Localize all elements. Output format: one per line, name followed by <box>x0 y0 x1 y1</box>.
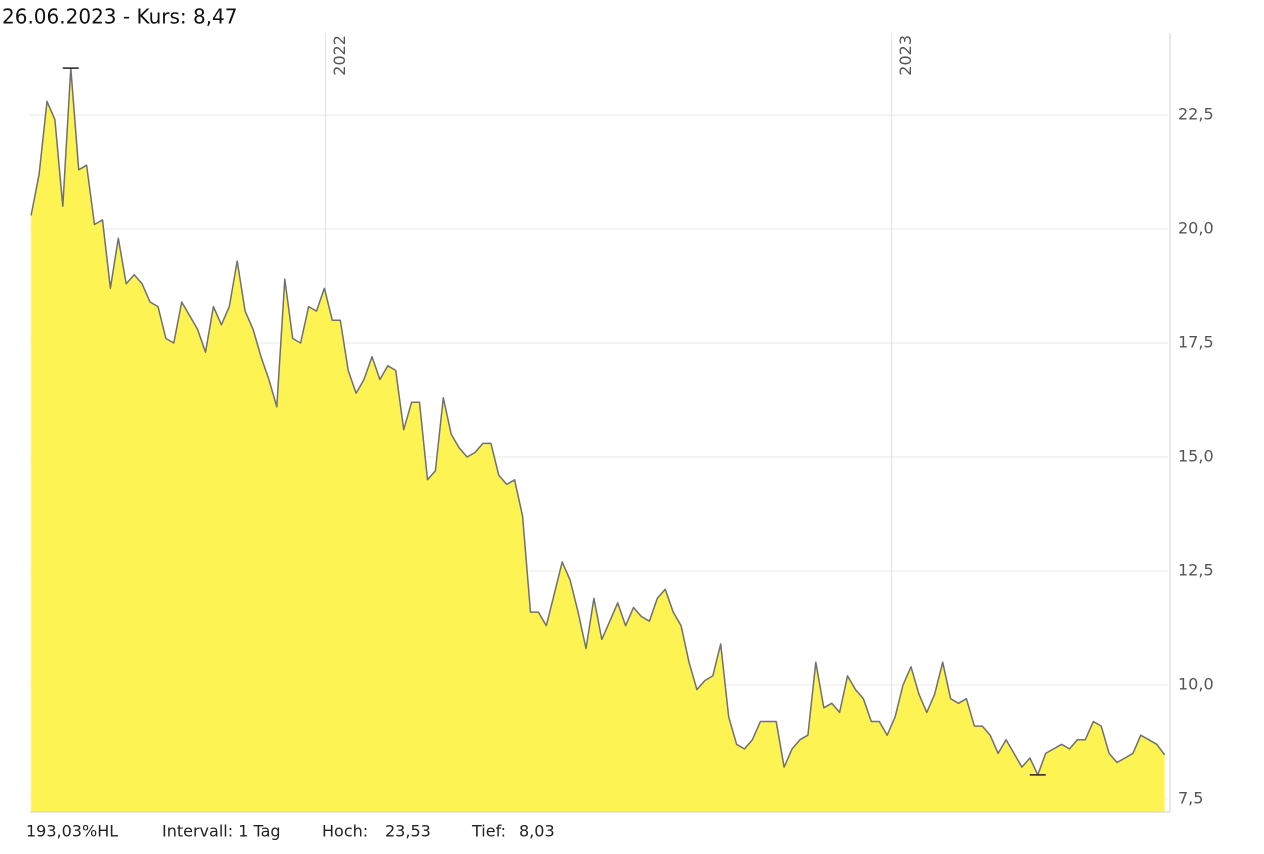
stat-high-value: 23,53 <box>385 822 431 841</box>
y-tick-label: 20,0 <box>1178 219 1214 238</box>
price-line <box>30 67 1166 776</box>
stat-high-label: Hoch: <box>322 822 368 841</box>
x-tick-label: 2022 <box>330 35 349 76</box>
y-tick-label: 7,5 <box>1178 789 1203 808</box>
y-tick-label: 12,5 <box>1178 561 1214 580</box>
y-tick-label: 10,0 <box>1178 675 1214 694</box>
price-area <box>31 68 1165 813</box>
stat-interval: Intervall: 1 Tag <box>162 822 281 841</box>
y-tick-label: 22,5 <box>1178 105 1214 124</box>
y-tick-label: 17,5 <box>1178 333 1214 352</box>
x-tick-label: 2023 <box>896 35 915 76</box>
stat-low-value: 8,03 <box>519 822 555 841</box>
stat-range: 193,03%HL <box>26 822 118 841</box>
chart-title: 26.06.2023 - Kurs: 8,47 <box>2 5 238 29</box>
plot-area <box>30 33 1171 813</box>
stat-low-label: Tief: <box>471 822 506 841</box>
y-tick-label: 15,0 <box>1178 447 1214 466</box>
